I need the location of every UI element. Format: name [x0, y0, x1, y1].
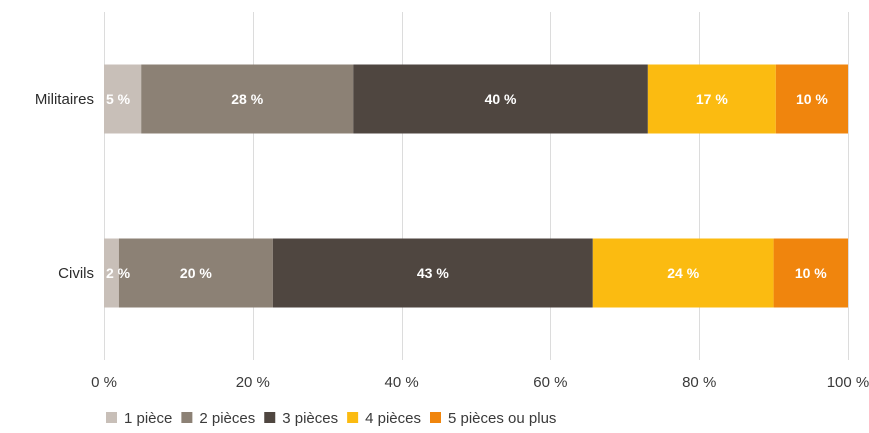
legend-label-3-pieces: 3 pièces: [282, 410, 338, 427]
data-label-civils-4-pieces: 24 %: [667, 265, 699, 281]
bar-civils-2-pieces: [118, 238, 273, 308]
data-label-militaires-5-pieces-ou-plus: 10 %: [796, 91, 828, 107]
bar-civils-4-pieces: [592, 238, 774, 308]
data-label-civils-3-pieces: 43 %: [417, 265, 449, 281]
x-tick-label-100: 100 %: [827, 374, 869, 391]
bar-militaires-2-pieces: [141, 64, 354, 134]
grid-lines: [104, 12, 849, 360]
bar-militaires-1-piece: [104, 64, 142, 134]
bar-militaires-4-pieces: [647, 64, 776, 134]
x-axis-tick-labels: 0 % 20 % 40 % 60 % 80 % 100 %: [91, 374, 869, 391]
data-label-militaires-3-pieces: 40 %: [485, 91, 517, 107]
x-tick-label-0: 0 %: [91, 374, 117, 391]
legend-label-1-piece: 1 pièce: [124, 410, 172, 427]
legend-label-2-pieces: 2 pièces: [199, 410, 255, 427]
legend-label-5-pieces-ou-plus: 5 pièces ou plus: [448, 410, 556, 427]
data-label-civils-2-pieces: 20 %: [180, 265, 212, 281]
x-tick-label-60: 60 %: [533, 374, 567, 391]
data-label-civils-1-piece: 2 %: [106, 265, 131, 281]
legend-swatch-1-piece: [106, 412, 117, 423]
category-label-civils: Civils: [58, 265, 94, 282]
bar-civils-5-pieces-ou-plus: [773, 238, 848, 308]
legend-swatch-3-pieces: [264, 412, 276, 423]
legend-swatch-5-pieces-ou-plus: [430, 412, 441, 423]
bars: [104, 64, 848, 308]
legend: 1 pièce 2 pièces 3 pièces 4 pièces 5 pièces …: [106, 410, 556, 427]
data-label-militaires-4-pieces: 17 %: [696, 91, 728, 107]
bar-civils-3-pieces: [272, 238, 593, 308]
bar-militaires-3-pieces: [353, 64, 648, 134]
x-tick-label-20: 20 %: [236, 374, 270, 391]
data-label-militaires-1-piece: 5 %: [106, 91, 131, 107]
x-tick-label-80: 80 %: [682, 374, 716, 391]
category-label-militaires: Militaires: [35, 91, 94, 108]
legend-swatch-2-pieces: [181, 412, 193, 423]
legend-swatch-4-pieces: [347, 412, 359, 423]
segment-labels: 5 % 28 % 40 % 17 % 10 % 2 % 20 % 43 % 24 % 10 %: [106, 91, 828, 281]
bar-militaires-5-pieces-ou-plus: [775, 64, 848, 134]
legend-label-4-pieces: 4 pièces: [365, 410, 421, 427]
data-label-civils-5-pieces-ou-plus: 10 %: [795, 265, 827, 281]
x-tick-label-40: 40 %: [384, 374, 418, 391]
bar-civils-1-piece: [104, 238, 119, 308]
category-labels: Militaires Civils: [35, 91, 94, 282]
data-label-militaires-2-pieces: 28 %: [231, 91, 263, 107]
